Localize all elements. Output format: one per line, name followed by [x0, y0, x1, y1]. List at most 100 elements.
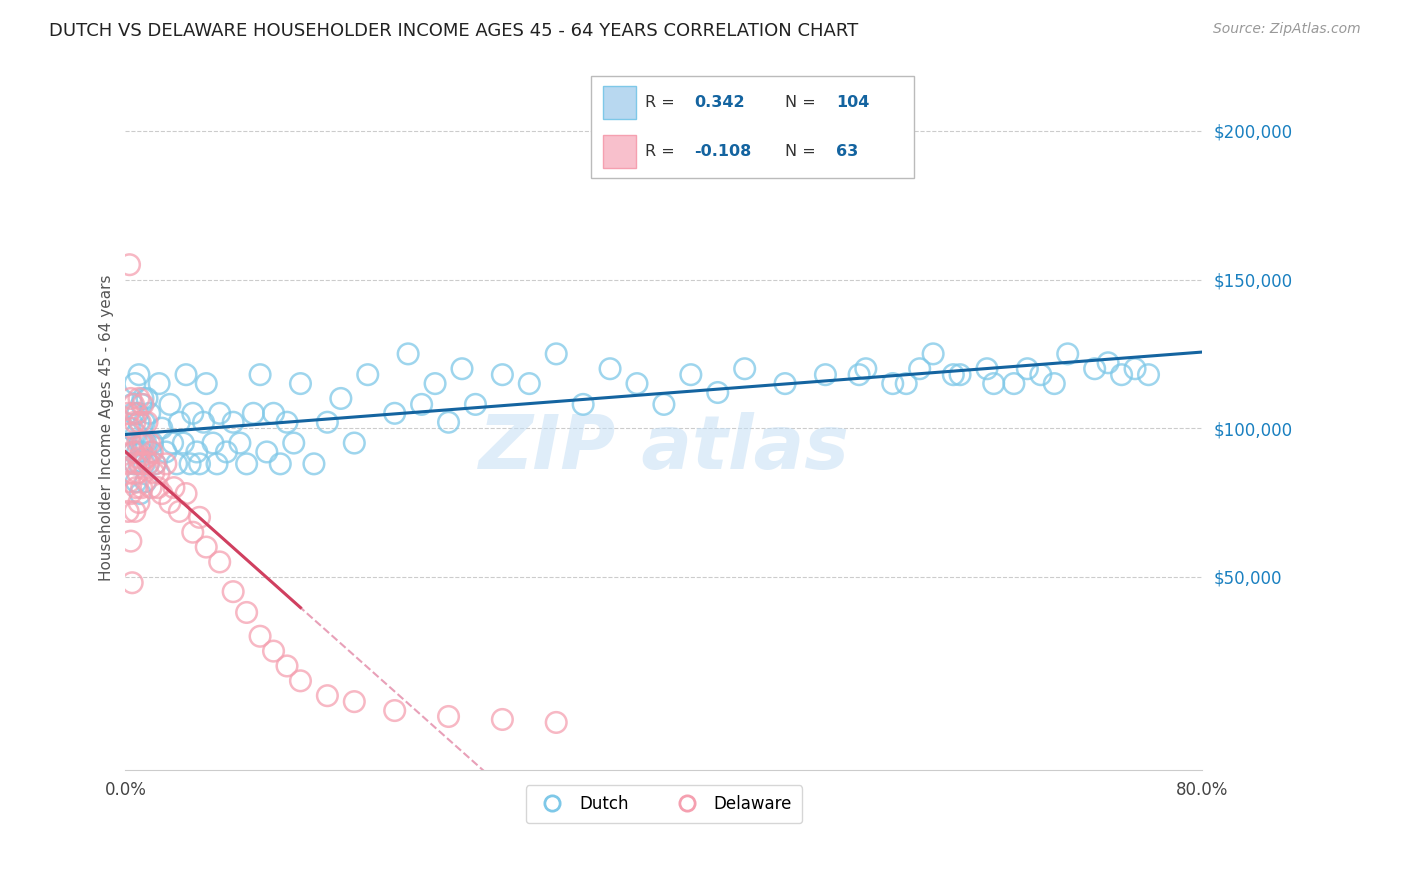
Point — [131, 397, 153, 411]
Point — [155, 457, 177, 471]
Point — [143, 457, 166, 471]
Point — [1111, 368, 1133, 382]
Point — [124, 457, 146, 471]
Point — [159, 397, 181, 411]
Point — [139, 445, 162, 459]
Point — [679, 368, 702, 382]
Point — [136, 392, 159, 406]
Point — [134, 415, 156, 429]
Point — [132, 397, 155, 411]
Point — [908, 361, 931, 376]
Point — [983, 376, 1005, 391]
Point — [896, 376, 918, 391]
Point — [138, 457, 160, 471]
Point — [626, 376, 648, 391]
Point — [127, 445, 149, 459]
Point — [128, 457, 150, 471]
Point — [949, 368, 972, 382]
Point — [249, 368, 271, 382]
Point — [120, 534, 142, 549]
Point — [572, 397, 595, 411]
Point — [134, 436, 156, 450]
Point — [316, 689, 339, 703]
Point — [129, 486, 152, 500]
Point — [136, 415, 159, 429]
Point — [121, 575, 143, 590]
Point — [302, 457, 325, 471]
Point — [1137, 368, 1160, 382]
Point — [316, 415, 339, 429]
Text: R =: R = — [645, 145, 675, 160]
Point — [1097, 356, 1119, 370]
Point — [146, 481, 169, 495]
Point — [135, 475, 157, 489]
Point — [122, 406, 145, 420]
Point — [734, 361, 756, 376]
Point — [132, 457, 155, 471]
Point — [882, 376, 904, 391]
Point — [155, 445, 177, 459]
Point — [127, 406, 149, 420]
Point — [135, 436, 157, 450]
Point — [188, 510, 211, 524]
Point — [208, 555, 231, 569]
Point — [169, 504, 191, 518]
Point — [148, 376, 170, 391]
Point — [120, 436, 142, 450]
Bar — [603, 136, 636, 168]
Text: -0.108: -0.108 — [695, 145, 751, 160]
Point — [222, 584, 245, 599]
Point — [546, 715, 568, 730]
Point — [127, 436, 149, 450]
Point — [188, 457, 211, 471]
Point — [222, 415, 245, 429]
Point — [451, 361, 474, 376]
Point — [343, 436, 366, 450]
Point — [181, 525, 204, 540]
Point — [124, 376, 146, 391]
Point — [942, 368, 965, 382]
Point — [652, 397, 675, 411]
Text: R =: R = — [645, 95, 675, 110]
Point — [128, 450, 150, 465]
Point — [143, 457, 166, 471]
Point — [396, 347, 419, 361]
Point — [124, 504, 146, 518]
Text: Source: ZipAtlas.com: Source: ZipAtlas.com — [1213, 22, 1361, 37]
Point — [122, 445, 145, 459]
Point — [128, 392, 150, 406]
Point — [193, 415, 215, 429]
Point — [517, 376, 540, 391]
Point — [384, 704, 406, 718]
Point — [174, 368, 197, 382]
Point — [169, 415, 191, 429]
Point — [1123, 361, 1146, 376]
Point — [343, 695, 366, 709]
Point — [121, 466, 143, 480]
Point — [814, 368, 837, 382]
Point — [159, 495, 181, 509]
Point — [235, 457, 257, 471]
Point — [138, 457, 160, 471]
Point — [118, 421, 141, 435]
Text: ZIP atlas: ZIP atlas — [478, 412, 849, 485]
Point — [1002, 376, 1025, 391]
Point — [706, 385, 728, 400]
Point — [437, 415, 460, 429]
Point — [118, 475, 141, 489]
Point — [141, 436, 163, 450]
Point — [132, 436, 155, 450]
Text: 63: 63 — [837, 145, 859, 160]
Point — [162, 436, 184, 450]
Point — [120, 486, 142, 500]
Point — [922, 347, 945, 361]
Point — [117, 504, 139, 518]
FancyBboxPatch shape — [591, 76, 914, 178]
Point — [215, 445, 238, 459]
Point — [276, 659, 298, 673]
Point — [150, 421, 173, 435]
Point — [124, 415, 146, 429]
Point — [256, 445, 278, 459]
Point — [546, 347, 568, 361]
Point — [464, 397, 486, 411]
